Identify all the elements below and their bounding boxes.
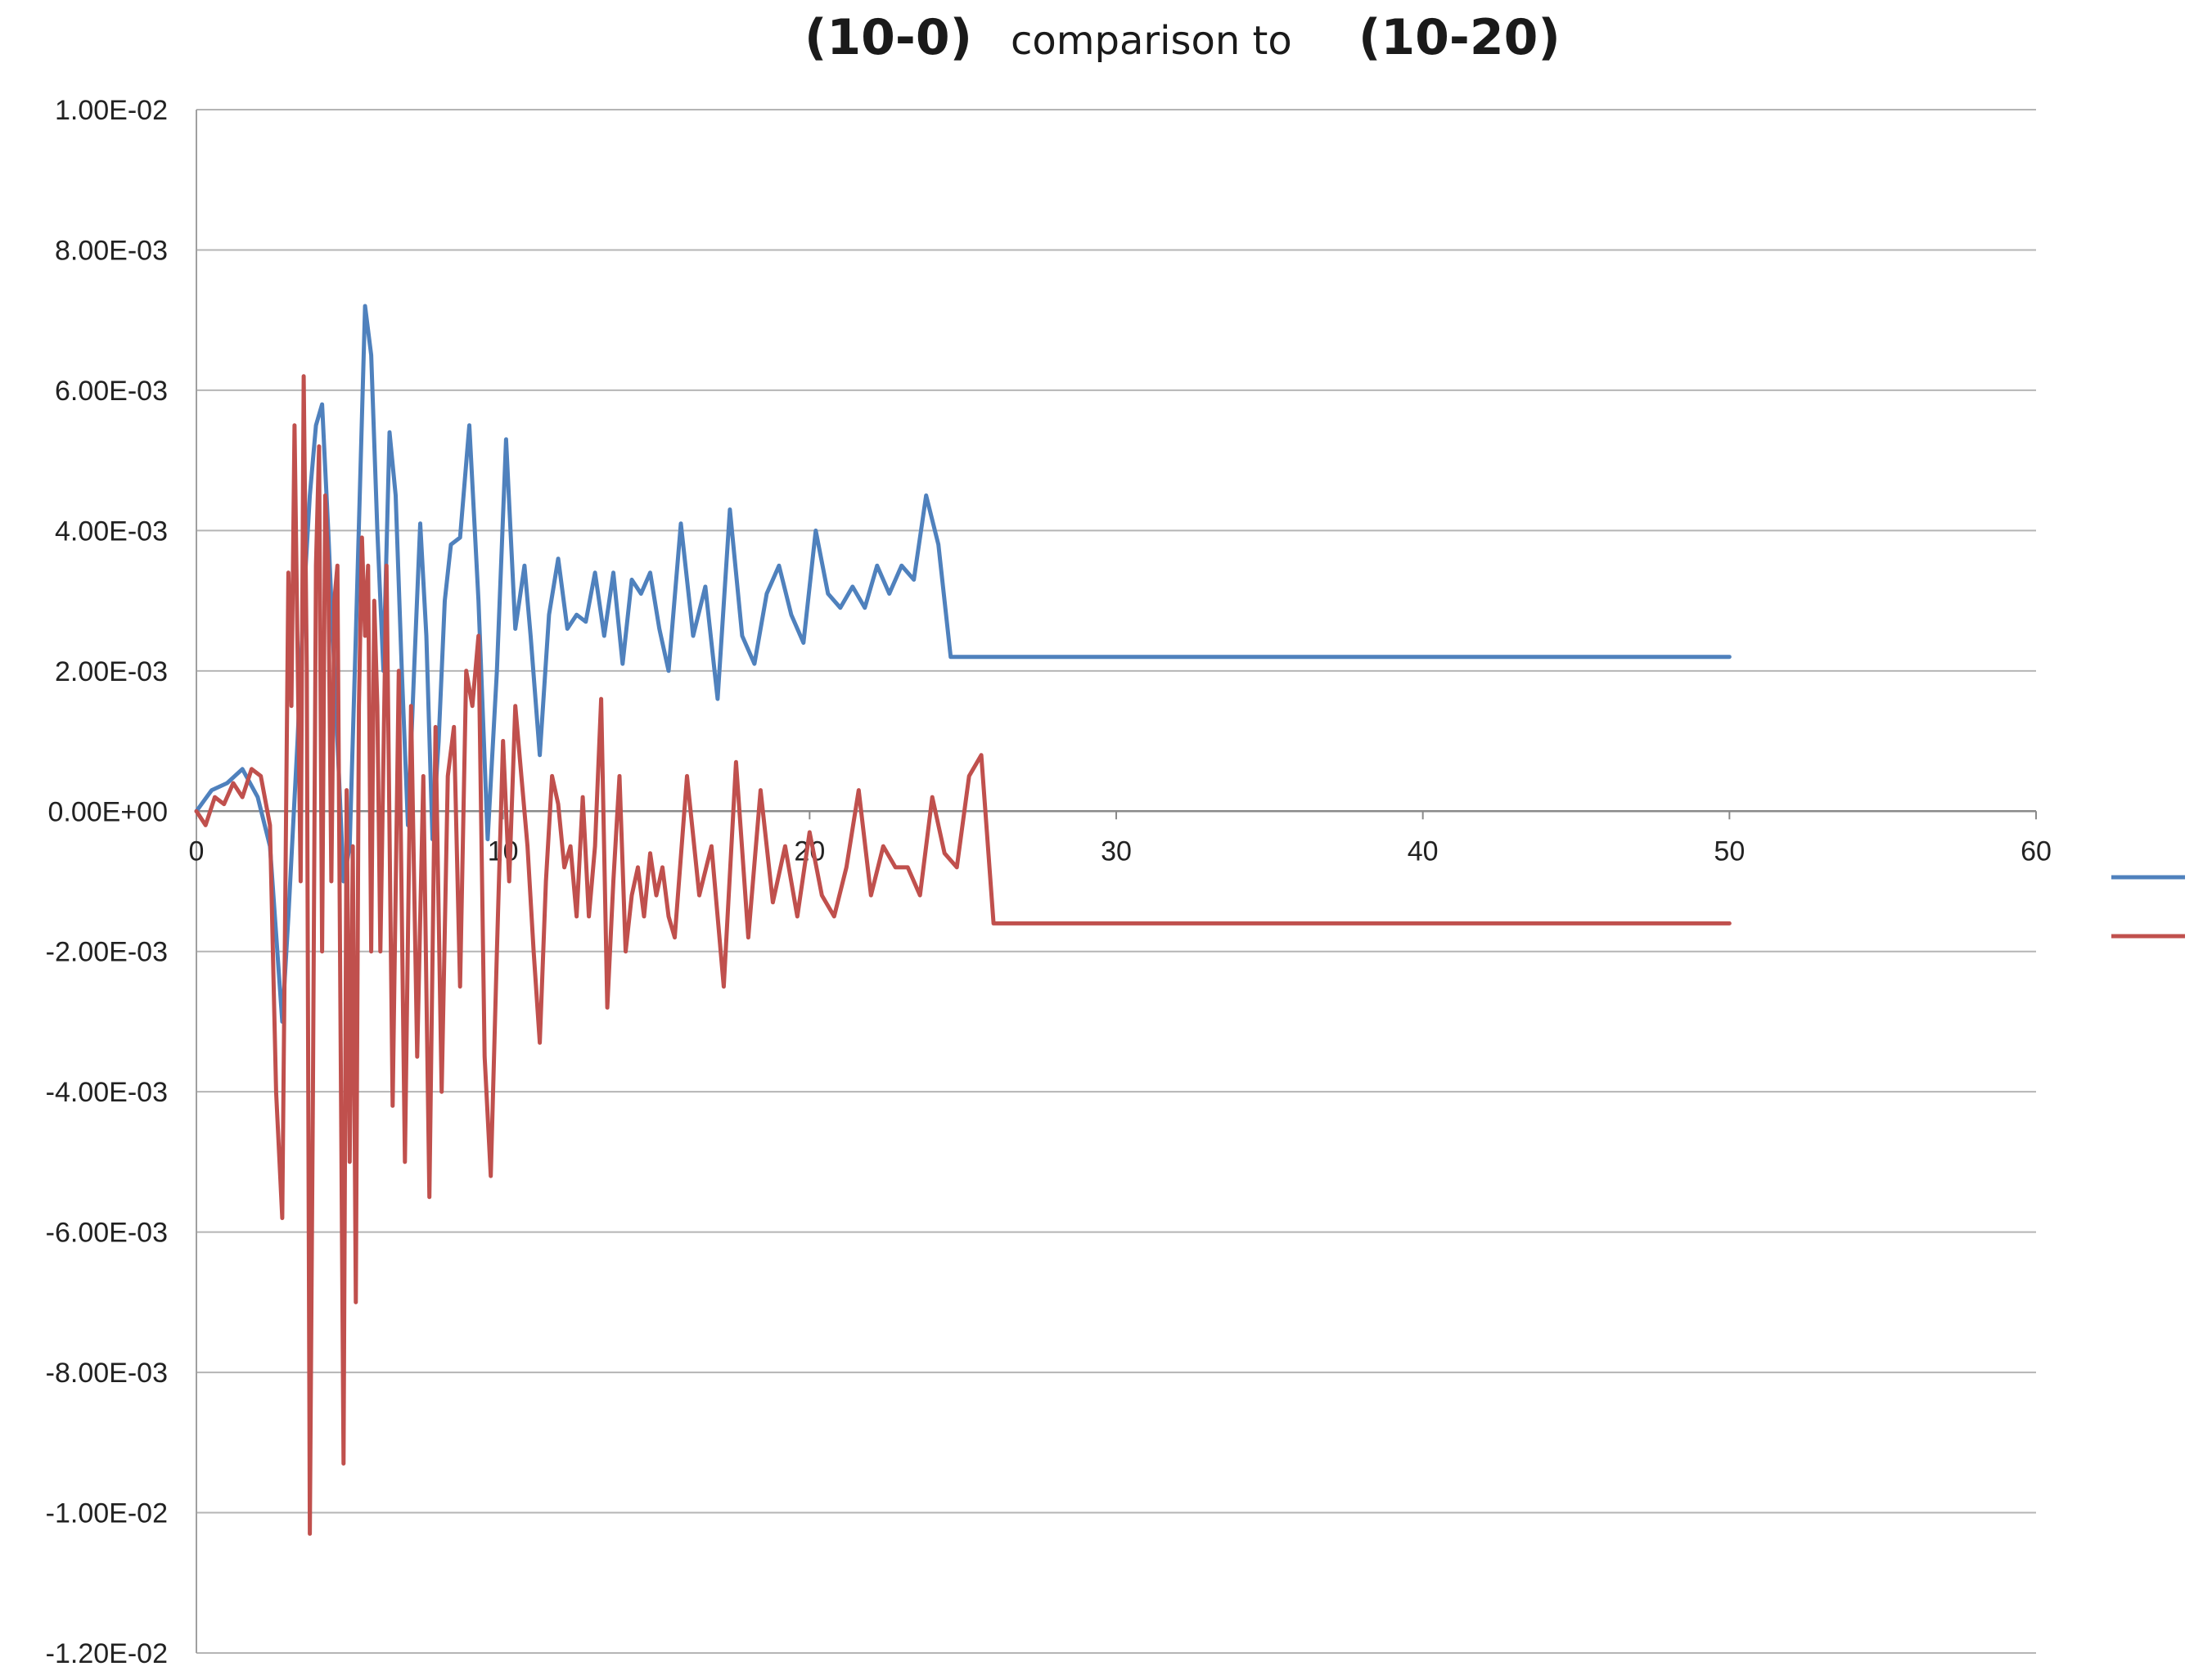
series-lines (194, 304, 1732, 1536)
x-axis: 0 10 20 30 40 50 60 (189, 810, 2052, 867)
y-tick-label: -2.00E-03 (46, 937, 168, 968)
x-tick-label: 10 (488, 835, 519, 867)
x-tick-label: 40 (1408, 835, 1439, 867)
chart-title-part1: (10-0) (804, 9, 972, 66)
chart-title-part2: comparison to (1011, 18, 1292, 64)
gridlines (196, 109, 2036, 1654)
x-tick-label: 30 (1101, 835, 1132, 867)
y-tick-label: -6.00E-03 (46, 1218, 168, 1249)
x-tick-label: 0 (189, 835, 205, 867)
x-tick-label: 50 (1714, 835, 1745, 867)
y-axis: 1.00E-02 8.00E-03 6.00E-03 4.00E-03 2.00E-03… (46, 95, 197, 1669)
y-tick-label: 4.00E-03 (55, 516, 168, 547)
y-tick-label: -1.20E-02 (46, 1638, 168, 1669)
y-tick-label: -4.00E-03 (46, 1077, 168, 1108)
y-tick-label: 0.00E+00 (47, 796, 168, 827)
y-tick-label: 6.00E-03 (55, 376, 168, 407)
y-tick-label: 1.00E-02 (55, 95, 168, 126)
y-tick-label: -1.00E-02 (46, 1498, 168, 1529)
series-line-2 (194, 374, 1732, 1536)
y-tick-label: 2.00E-03 (55, 656, 168, 687)
y-tick-label: -8.00E-03 (46, 1358, 168, 1389)
x-tick-label: 60 (2021, 835, 2052, 867)
chart-title-part3: (10-20) (1358, 9, 1561, 66)
legend (2111, 875, 2185, 939)
y-tick-label: 8.00E-03 (55, 235, 168, 266)
